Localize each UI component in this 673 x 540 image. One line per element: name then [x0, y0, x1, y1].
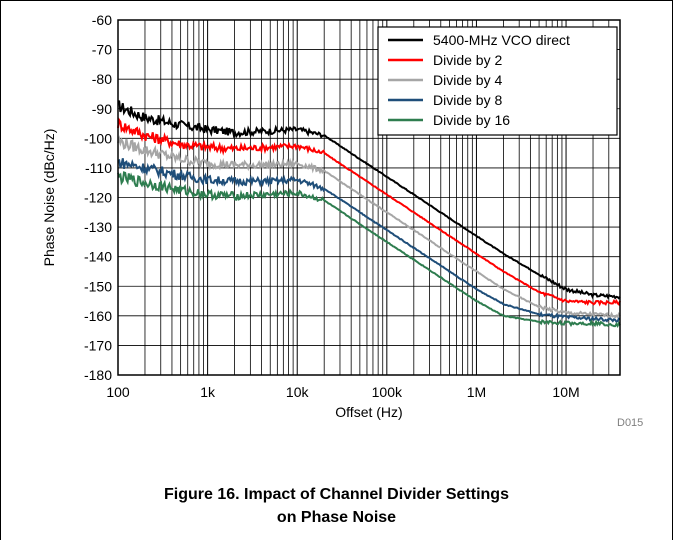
- series-line: [117, 135, 621, 319]
- legend: 5400-MHz VCO direct Divide by 2 Divide by …: [377, 26, 618, 136]
- x-tick-label: 100: [106, 384, 130, 400]
- x-tick-label: 10k: [286, 384, 310, 400]
- phase-noise-chart: -180 -170 -160 -150 -140 -130 -120 -110 -100 -90 -…: [41, 12, 621, 420]
- legend-entry-label: Divide by 4: [433, 72, 502, 88]
- figure-caption-line-2: on Phase Noise: [276, 509, 397, 526]
- y-tick-label: -60: [92, 12, 112, 28]
- y-tick-label: -90: [92, 101, 112, 117]
- legend-entry-label: Divide by 2: [433, 52, 502, 68]
- series-line: [117, 100, 621, 300]
- x-tick-label: 100k: [372, 384, 403, 400]
- x-axis-label: Offset (Hz): [335, 404, 402, 420]
- y-tick-label: -100: [84, 130, 112, 146]
- legend-entry-label: Divide by 16: [433, 112, 510, 128]
- y-tick-label: -140: [84, 249, 112, 265]
- figure-caption-line-1: Figure 16. Impact of Channel Divider Set…: [164, 486, 509, 503]
- x-tick-label: 1k: [200, 384, 216, 400]
- y-tick-label: -70: [92, 42, 112, 58]
- y-tick-label: -130: [84, 219, 112, 235]
- y-tick-label: -160: [84, 308, 112, 324]
- y-axis-label: Phase Noise (dBc/Hz): [41, 129, 57, 267]
- legend-entry-label: 5400-MHz VCO direct: [433, 32, 570, 48]
- series-line: [117, 117, 621, 307]
- plot-border: [117, 19, 621, 376]
- x-tick-label: 1M: [467, 384, 486, 400]
- tick-label-layer: -180 -170 -160 -150 -140 -130 -120 -110 -100 -90 -…: [84, 12, 580, 400]
- y-tick-label: -120: [84, 190, 112, 206]
- page-frame-left: [0, 0, 1, 540]
- page-frame-top: [0, 0, 673, 1]
- figure-id-watermark: D015: [617, 417, 644, 429]
- x-tick-label: 10M: [552, 384, 579, 400]
- y-tick-label: -110: [85, 160, 112, 176]
- legend-entry-label: Divide by 8: [433, 92, 502, 108]
- y-tick-label: -80: [92, 71, 112, 87]
- y-tick-label: -180: [84, 367, 112, 383]
- y-tick-label: -170: [84, 337, 112, 353]
- y-tick-label: -150: [84, 278, 112, 294]
- series-line: [117, 158, 621, 323]
- series-layer: [117, 100, 621, 329]
- series-line: [117, 171, 621, 329]
